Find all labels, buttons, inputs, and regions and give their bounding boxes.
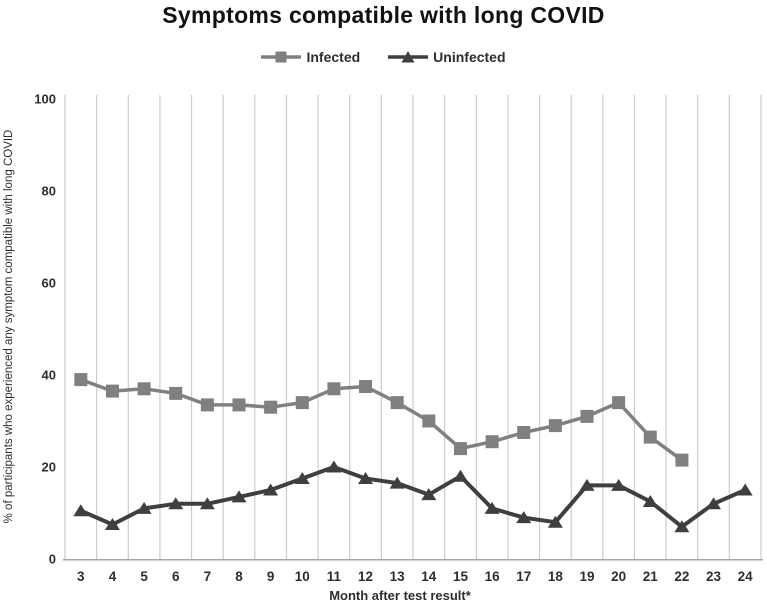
triangle-marker-uninfected: [706, 497, 722, 510]
legend-label-uninfected: Uninfected: [433, 49, 506, 65]
x-tick-label: 5: [140, 569, 148, 584]
x-tick-label: 18: [548, 569, 564, 584]
triangle-marker-uninfected: [136, 501, 152, 514]
square-marker-infected: [74, 373, 88, 387]
triangle-marker-uninfected: [326, 460, 342, 473]
square-marker-infected: [548, 419, 562, 433]
square-marker-infected: [327, 382, 341, 396]
triangle-marker-uninfected: [579, 478, 595, 491]
legend-item-infected: Infected: [261, 49, 360, 65]
square-marker-infected: [612, 396, 626, 410]
x-tick-label: 12: [358, 569, 373, 584]
x-tick-label: 10: [295, 569, 310, 584]
triangle-marker-uninfected: [421, 488, 437, 501]
square-marker-infected: [485, 435, 499, 449]
square-marker-infected: [359, 380, 373, 393]
x-tick-label: 16: [485, 569, 501, 584]
square-marker-infected: [675, 453, 689, 467]
triangle-marker-uninfected: [358, 472, 374, 484]
square-marker-infected: [169, 386, 183, 400]
x-tick-label: 17: [516, 569, 531, 584]
square-marker-infected: [232, 398, 246, 412]
y-tick-label: 20: [42, 460, 56, 475]
triangle-marker-uninfected: [516, 511, 532, 524]
x-tick-label: 9: [267, 569, 275, 584]
x-tick-label: 19: [579, 569, 594, 584]
x-tick-label: 8: [235, 569, 243, 584]
square-marker-infected: [643, 430, 657, 444]
square-marker-infected: [295, 396, 309, 410]
x-axis-title: Month after test result*: [329, 588, 471, 603]
x-tick-label: 4: [109, 569, 117, 584]
x-tick-label: 24: [738, 569, 754, 584]
legend-item-uninfected: Uninfected: [388, 49, 506, 65]
x-tick-label: 14: [421, 569, 437, 584]
series-line-uninfected: [78, 465, 748, 529]
y-tick-label: 100: [34, 92, 56, 107]
x-tick-label: 22: [674, 569, 689, 584]
triangle-marker-uninfected: [452, 469, 468, 482]
square-marker-infected: [200, 398, 214, 412]
triangle-marker-uninfected: [263, 483, 279, 496]
y-tick-label: 60: [42, 276, 56, 291]
triangle-marker-uninfected: [642, 495, 658, 507]
y-tick-label: 0: [49, 552, 56, 567]
triangle-marker-uninfected: [294, 472, 310, 484]
triangle-marker-uninfected: [389, 476, 405, 489]
square-marker-infected: [264, 400, 278, 414]
x-tick-label: 13: [390, 569, 406, 584]
square-marker-infected: [517, 426, 531, 439]
triangle-marker-uninfected: [73, 504, 89, 517]
x-tick-label: 7: [204, 569, 212, 584]
triangle-marker-uninfected: [199, 497, 215, 510]
triangle-marker-uninfected: [484, 501, 500, 514]
square-marker-infected: [580, 409, 594, 423]
chart-legend: Infected Uninfected: [0, 49, 767, 65]
triangle-marker-uninfected: [168, 497, 184, 510]
x-tick-label: 6: [172, 569, 180, 584]
triangle-marker-uninfected: [104, 518, 120, 530]
chart-title: Symptoms compatible with long COVID: [162, 2, 605, 28]
x-tick-label: 11: [327, 569, 342, 584]
x-tick-label: 3: [77, 569, 85, 584]
triangle-marker-uninfected: [674, 520, 690, 533]
square-marker-infected: [137, 382, 151, 396]
x-tick-label: 15: [453, 569, 469, 584]
x-tick-label: 21: [643, 569, 659, 584]
triangle-marker-uninfected: [231, 490, 247, 503]
triangle-marker-uninfected: [547, 515, 563, 528]
y-tick-label: 40: [42, 368, 56, 383]
square-marker-infected: [453, 442, 467, 456]
legend-label-infected: Infected: [306, 49, 361, 65]
triangle-marker-icon: [388, 51, 429, 63]
square-marker-infected: [422, 414, 436, 428]
y-tick-label: 80: [42, 184, 56, 199]
triangle-marker-uninfected: [611, 478, 627, 491]
square-marker-icon: [261, 51, 302, 63]
square-marker-infected: [105, 384, 119, 398]
square-marker-infected: [390, 396, 404, 410]
x-tick-label: 20: [611, 569, 626, 584]
x-tick-label: 23: [706, 569, 722, 584]
triangle-marker-uninfected: [737, 483, 753, 496]
